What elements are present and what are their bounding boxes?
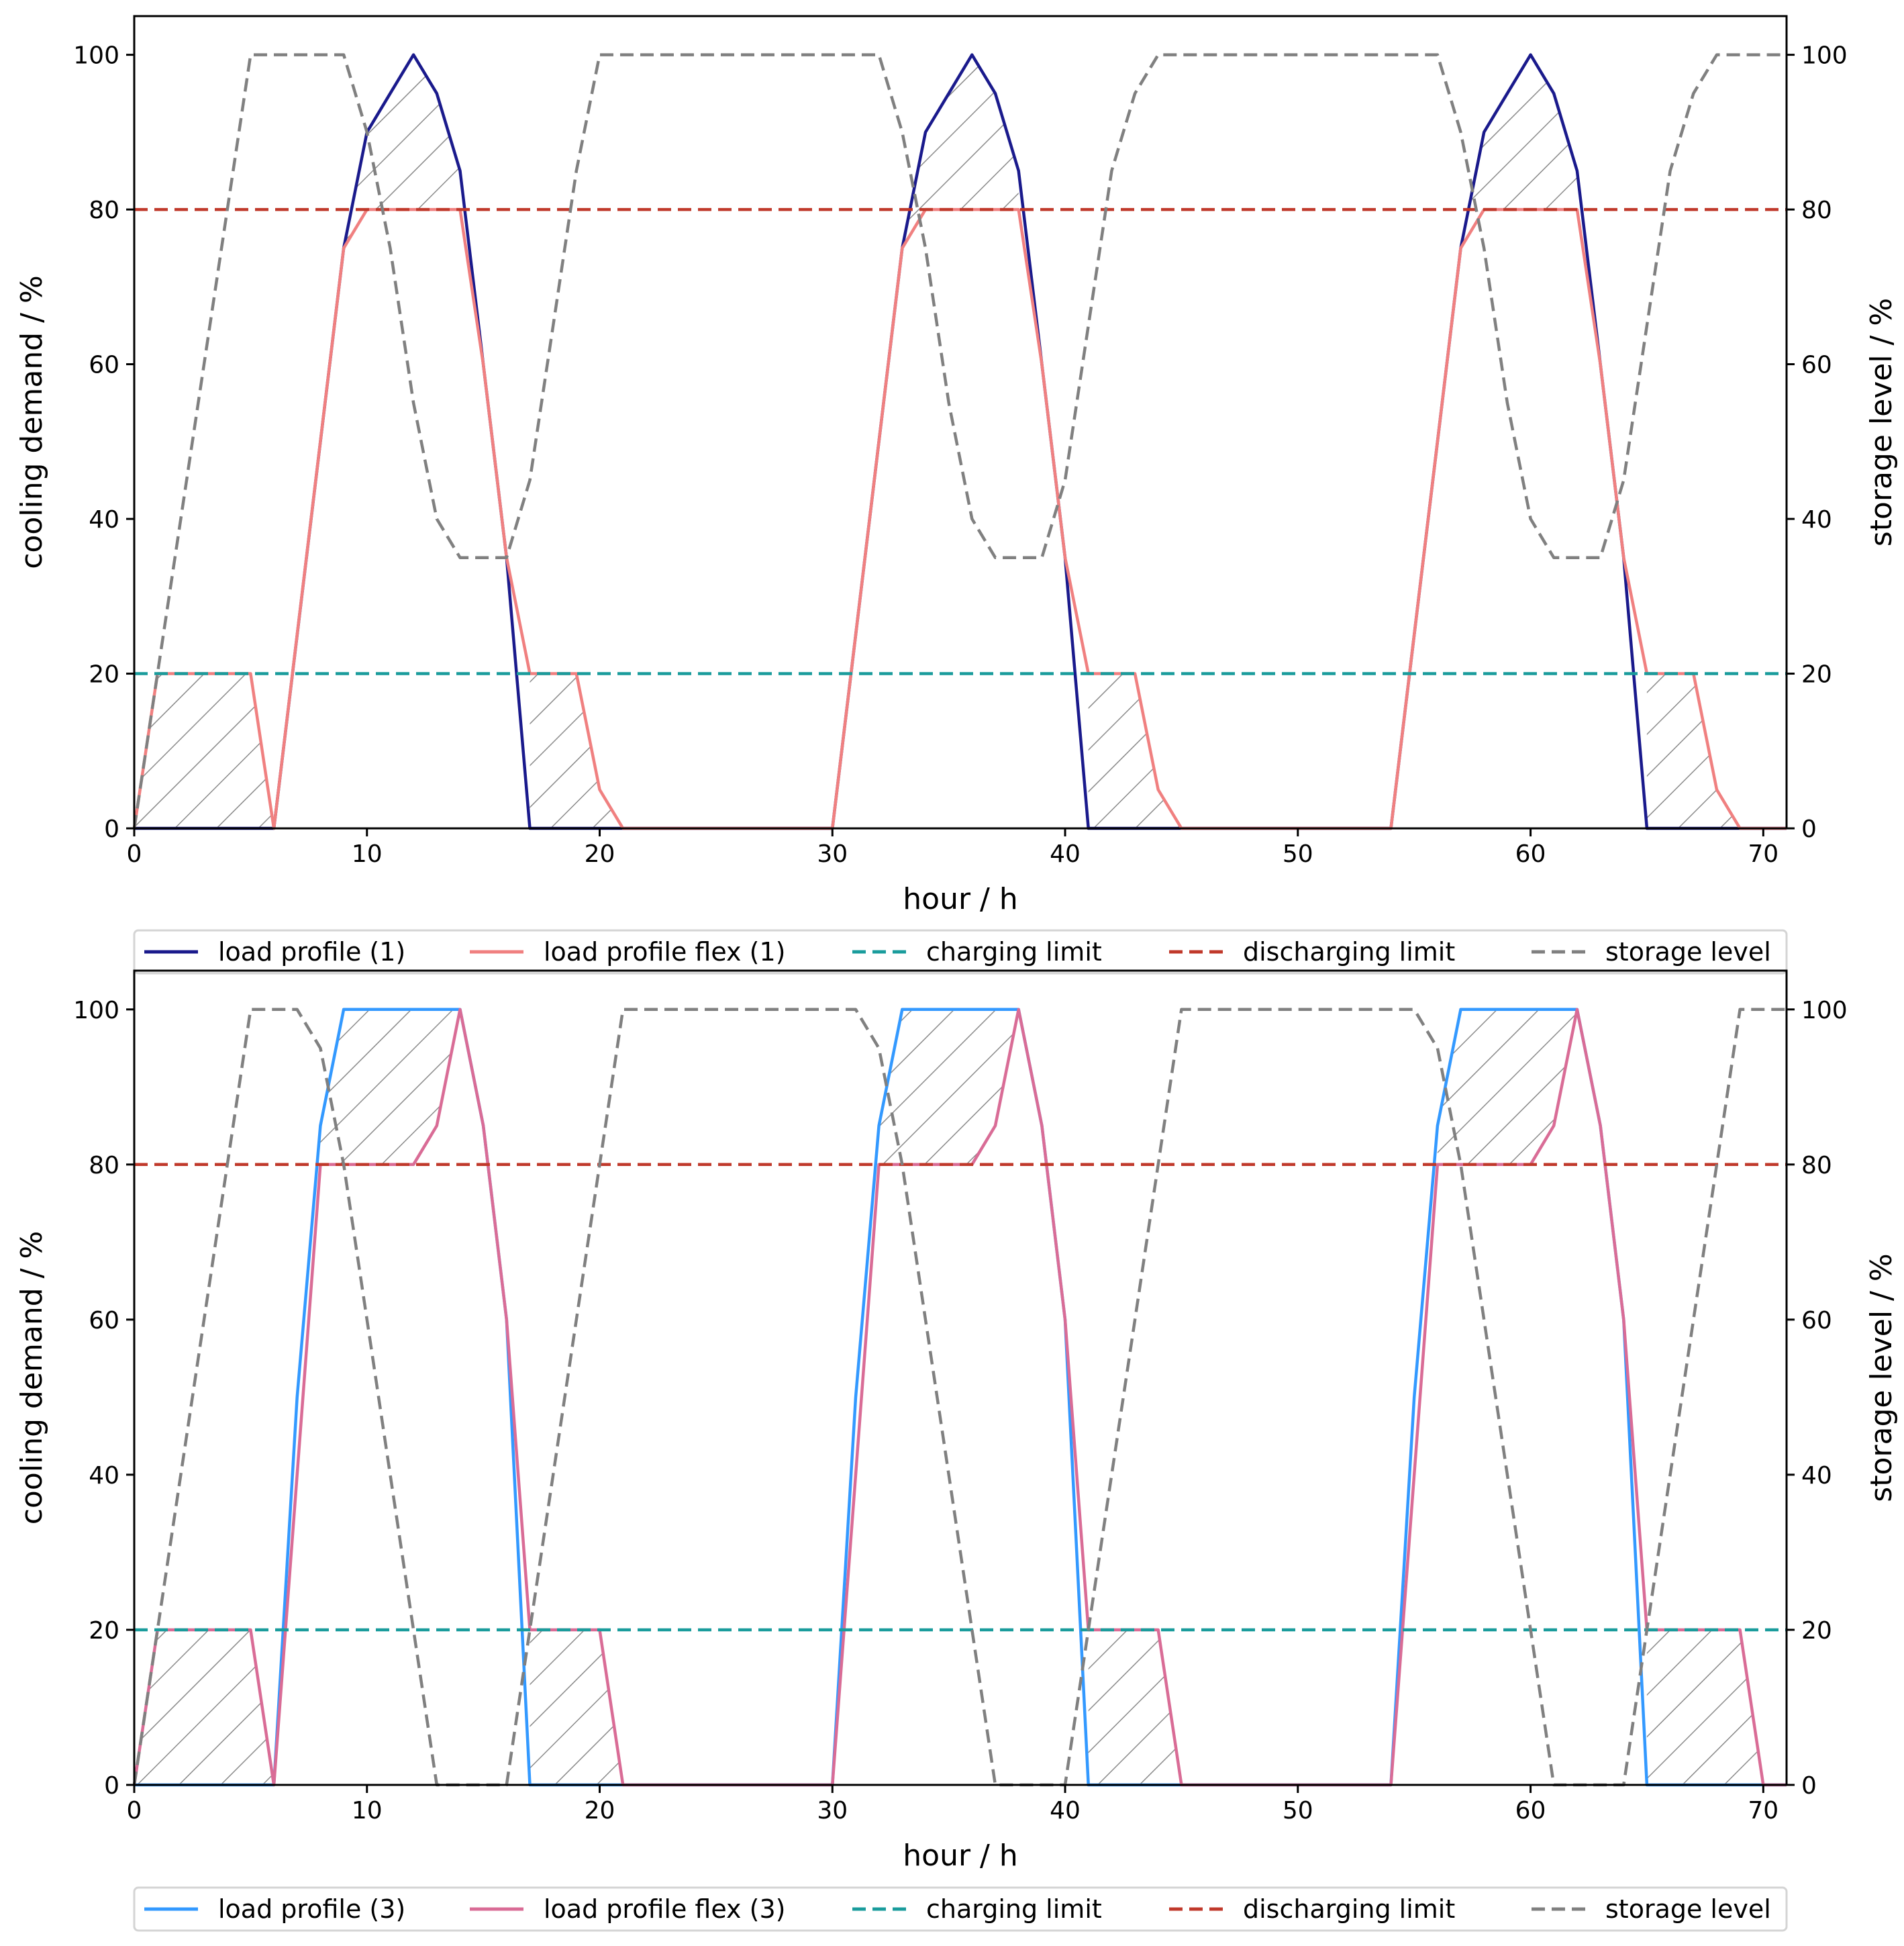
y-tick-label: 80 [89, 1152, 119, 1179]
legend-label: storage level [1605, 1894, 1771, 1924]
y-tick-label: 60 [89, 1307, 119, 1334]
series-line-load-profile-3 [134, 1008, 1787, 1787]
x-tick-label: 0 [127, 840, 142, 868]
x-tick-label: 40 [1050, 1797, 1081, 1825]
y-tick-label: 0 [104, 816, 119, 843]
x-tick-label: 60 [1515, 1797, 1546, 1825]
hatch-region [320, 1009, 460, 1165]
legend-label: discharging limit [1243, 1894, 1455, 1924]
legend-box [133, 929, 1788, 975]
y2-tick-label: 60 [1801, 352, 1832, 379]
hatch-region [530, 1630, 646, 1785]
x-tick-label: 50 [1283, 840, 1313, 868]
y2-tick-label: 80 [1801, 1152, 1832, 1179]
hatch-region [1437, 1009, 1577, 1165]
legend-label: storage level [1605, 937, 1771, 967]
x-tick-label: 20 [585, 840, 615, 868]
y-tick-label: 40 [89, 506, 119, 534]
y2-tick-label: 0 [1801, 816, 1817, 843]
series-line-storage-level [132, 53, 1787, 829]
x-tick-label: 50 [1283, 1797, 1313, 1825]
y-tick-label: 100 [73, 997, 119, 1024]
x-tick-label: 70 [1748, 840, 1778, 868]
y2-tick-label: 100 [1801, 997, 1848, 1024]
y-axis-label: cooling demand / % [15, 275, 49, 569]
hatch-region [1088, 1630, 1205, 1785]
x-tick-label: 10 [352, 1797, 383, 1825]
y2-tick-label: 40 [1801, 1462, 1832, 1490]
y-tick-label: 20 [89, 661, 119, 689]
y2-tick-label: 80 [1801, 197, 1832, 224]
y2-tick-label: 40 [1801, 506, 1832, 534]
y-tick-label: 80 [89, 197, 119, 224]
x-tick-label: 30 [817, 840, 848, 868]
x-axis-label: hour / h [903, 1839, 1017, 1873]
y2-axis-label: storage level / % [1864, 1253, 1899, 1502]
x-tick-label: 10 [352, 840, 383, 868]
plot-frame [133, 969, 1788, 1786]
y2-tick-label: 60 [1801, 1307, 1832, 1334]
hatch-region [530, 673, 623, 828]
series-line-load-profile-1 [134, 53, 1787, 830]
x-tick-label: 30 [817, 1797, 848, 1825]
hatch-region [344, 54, 460, 248]
hatch-region [902, 54, 1019, 248]
y-tick-label: 40 [89, 1462, 119, 1490]
x-tick-label: 0 [127, 1797, 142, 1825]
legend-box [133, 1886, 1788, 1932]
y2-axis-label: storage level / % [1864, 298, 1899, 546]
hatch-region [879, 1009, 1019, 1165]
hatch-region [134, 1630, 274, 1785]
y2-tick-label: 20 [1801, 1617, 1832, 1645]
y2-tick-label: 0 [1801, 1772, 1817, 1800]
x-axis-label: hour / h [903, 882, 1017, 916]
x-tick-label: 70 [1748, 1797, 1778, 1825]
x-tick-label: 20 [585, 1797, 615, 1825]
y-tick-label: 60 [89, 352, 119, 379]
legend-label: load profile flex (3) [544, 1894, 785, 1924]
legend-label: load profile (1) [218, 937, 405, 967]
legend-label: load profile (3) [218, 1894, 405, 1924]
x-tick-label: 40 [1050, 840, 1081, 868]
legend: load profile (1) load profile flex (1) cha… [133, 929, 1788, 975]
hatch-region [134, 673, 274, 828]
y-tick-label: 20 [89, 1617, 119, 1645]
series-line-storage-level [132, 1008, 1787, 1787]
hatch-region [1088, 673, 1182, 828]
plot-frame [133, 15, 1788, 830]
y-tick-label: 0 [104, 1772, 119, 1800]
hatch-region [1460, 54, 1577, 248]
x-tick-label: 60 [1515, 840, 1546, 868]
y2-tick-label: 100 [1801, 42, 1848, 70]
legend-label: charging limit [926, 1894, 1102, 1924]
series-line-load-profile-flex-1 [132, 207, 1787, 830]
legend: load profile (3) load profile flex (3) cha… [133, 1886, 1788, 1932]
hatch-region [1646, 1630, 1764, 1785]
legend-label: discharging limit [1243, 937, 1455, 967]
legend-label: charging limit [926, 937, 1102, 967]
y-tick-label: 100 [73, 42, 119, 70]
legend-label: load profile flex (1) [544, 937, 785, 967]
y2-tick-label: 20 [1801, 661, 1832, 689]
y-axis-label: cooling demand / % [15, 1231, 49, 1525]
